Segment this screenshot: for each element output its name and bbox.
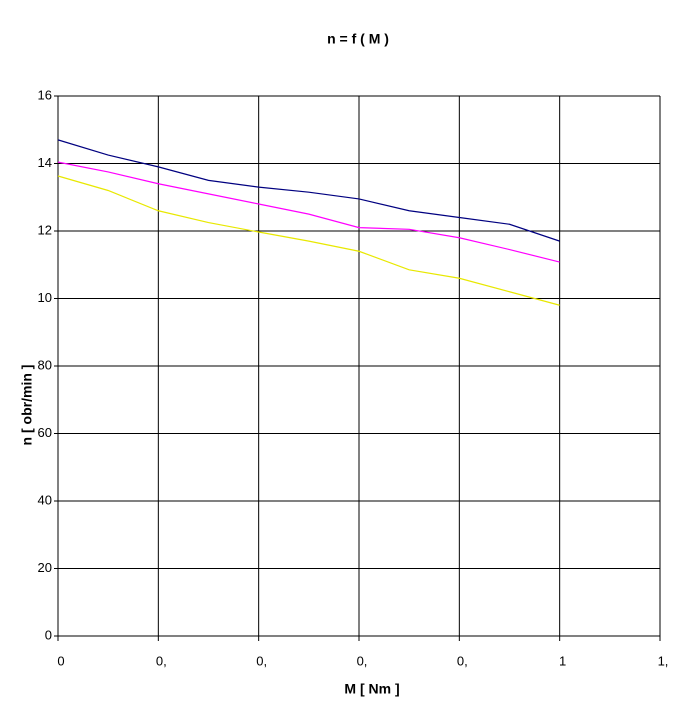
y-tick-label: 12 [38, 222, 52, 237]
y-tick-label: 80 [38, 357, 52, 372]
line-series [57, 161, 560, 263]
y-tick-label: 40 [38, 492, 52, 507]
y-axis-label: n [ obr/min ] [19, 365, 35, 446]
line-series [57, 175, 560, 306]
x-tick-label: 0, [156, 653, 167, 668]
x-tick-label: 1, [658, 653, 669, 668]
x-tick-label: 0 [57, 653, 64, 668]
line-series [57, 139, 560, 242]
x-axis-label: M [ Nm ] [344, 681, 399, 697]
y-tick-label: 60 [38, 425, 52, 440]
y-tick-label: 14 [38, 155, 52, 170]
x-tick-label: 1 [559, 653, 566, 668]
x-tick-label: 0, [357, 653, 368, 668]
y-tick-label: 20 [38, 560, 52, 575]
x-tick-label: 0, [256, 653, 267, 668]
chart-title: n = f ( M ) [327, 31, 389, 47]
x-tick-label: 0, [457, 653, 468, 668]
y-tick-label: 0 [45, 627, 52, 642]
y-tick-label: 16 [38, 87, 52, 102]
y-tick-label: 10 [38, 290, 52, 305]
